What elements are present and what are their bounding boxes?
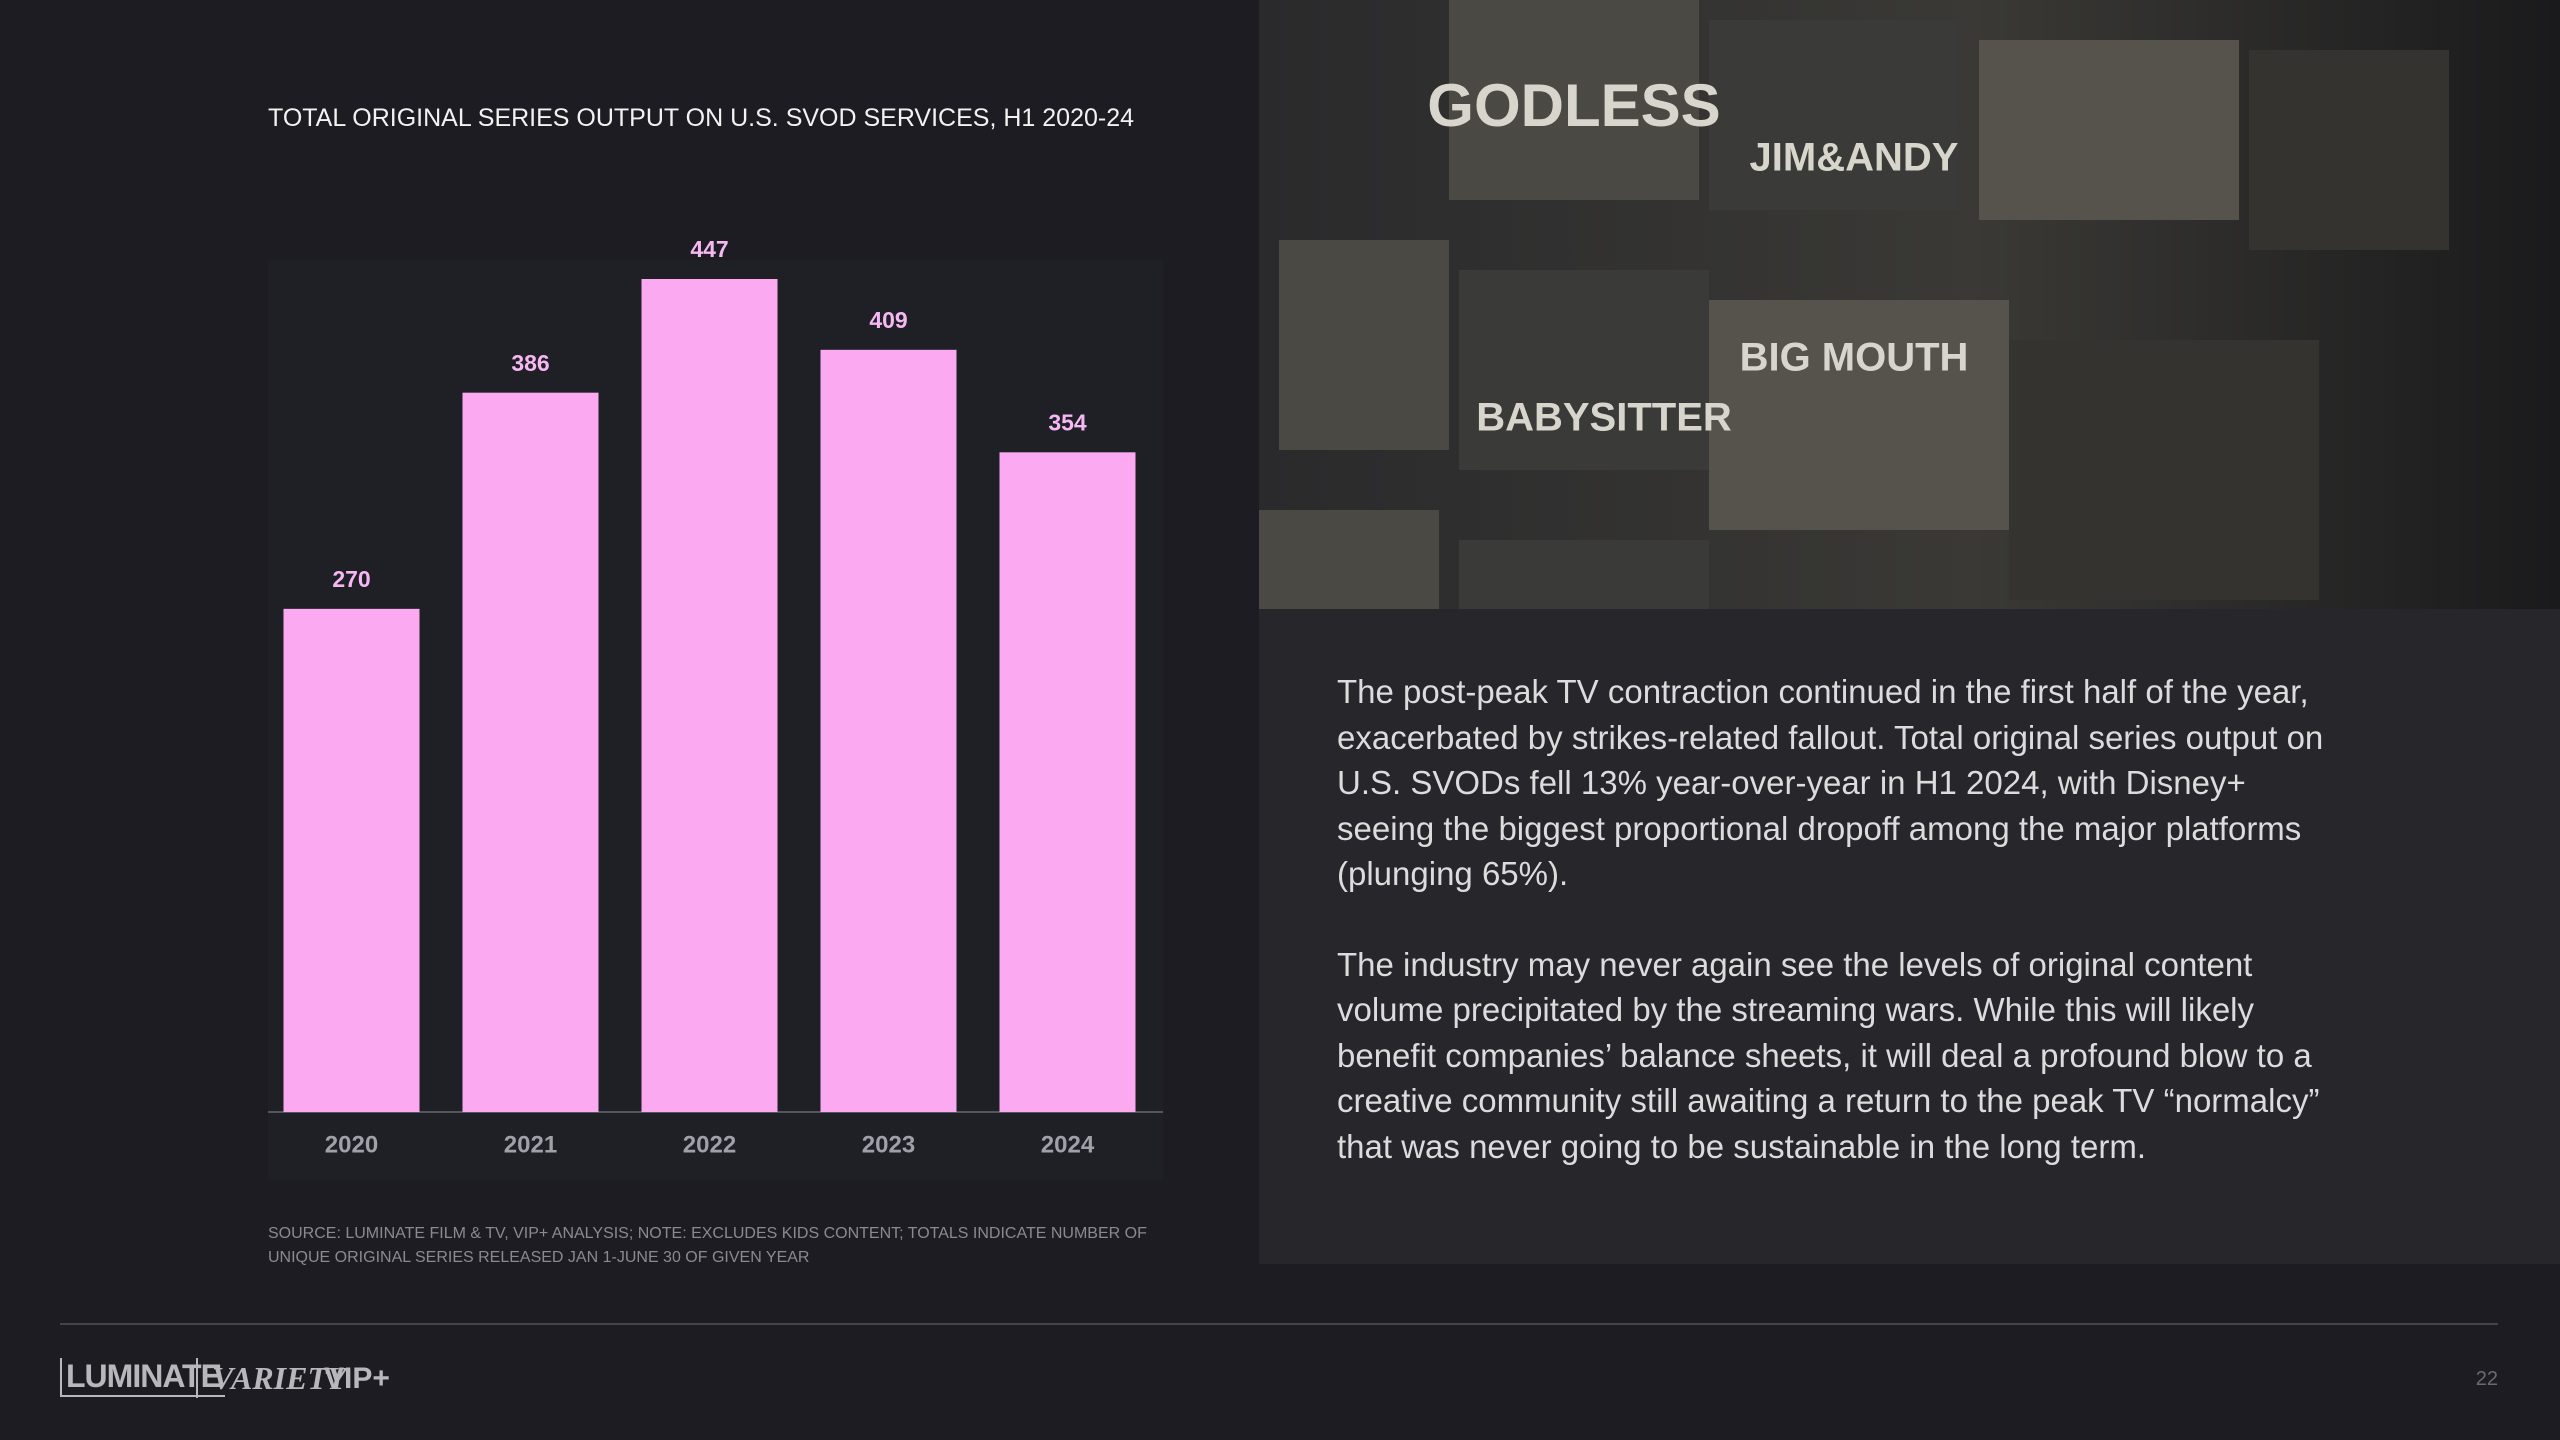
poster (1459, 270, 1709, 470)
poster (1709, 300, 2009, 530)
value-label: 270 (332, 566, 370, 592)
poster (1449, 0, 1699, 200)
paragraph: The industry may never again see the lev… (1337, 945, 2320, 1165)
value-label: 386 (511, 350, 549, 376)
poster (1979, 40, 2239, 220)
bar (283, 608, 420, 1112)
poster (1709, 20, 1959, 210)
text-panel: The post-peak TV contraction continued i… (1259, 609, 2560, 1264)
divider (60, 1323, 2498, 1325)
brand-logo: LUMINATE (60, 1358, 225, 1397)
poster (2009, 340, 2319, 600)
poster (1259, 510, 1439, 609)
bar (462, 392, 599, 1112)
poster-title: BIG MOUTH (1740, 336, 1969, 380)
poster-title: GODLESS (1427, 72, 1720, 139)
source-note: SOURCE: LUMINATE FILM & TV, VIP+ ANALYSI… (268, 1225, 1147, 1266)
value-label: 354 (1048, 409, 1087, 435)
poster (2249, 50, 2449, 250)
x-tick-label: 2023 (862, 1131, 915, 1158)
chart-title: TOTAL ORIGINAL SERIES OUTPUT ON U.S. SVO… (268, 104, 1135, 132)
bar (820, 349, 957, 1112)
x-tick-label: 2021 (504, 1131, 557, 1158)
bar (641, 279, 778, 1112)
partner-logo: VARIETY (212, 1360, 347, 1396)
x-tick-label: 2024 (1041, 1131, 1095, 1158)
partner-suffix: VIP+ (324, 1362, 390, 1395)
x-tick-label: 2022 (683, 1131, 736, 1158)
chart: 270 2020 386 2021 447 2022 409 2023 354 2024 (268, 236, 1163, 1180)
value-label: 447 (690, 236, 728, 262)
poster (1279, 240, 1449, 450)
logo-separator (196, 1358, 198, 1398)
poster (1459, 540, 1709, 609)
bar (999, 452, 1136, 1112)
poster-title: JIM&ANDY (1750, 136, 1959, 180)
value-label: 409 (869, 307, 907, 333)
poster-title: BABYSITTER (1476, 396, 1732, 440)
x-tick-label: 2020 (325, 1131, 378, 1158)
paragraph: The post-peak TV contraction continued i… (1337, 673, 2324, 892)
page-number: 22 (2475, 1368, 2498, 1390)
